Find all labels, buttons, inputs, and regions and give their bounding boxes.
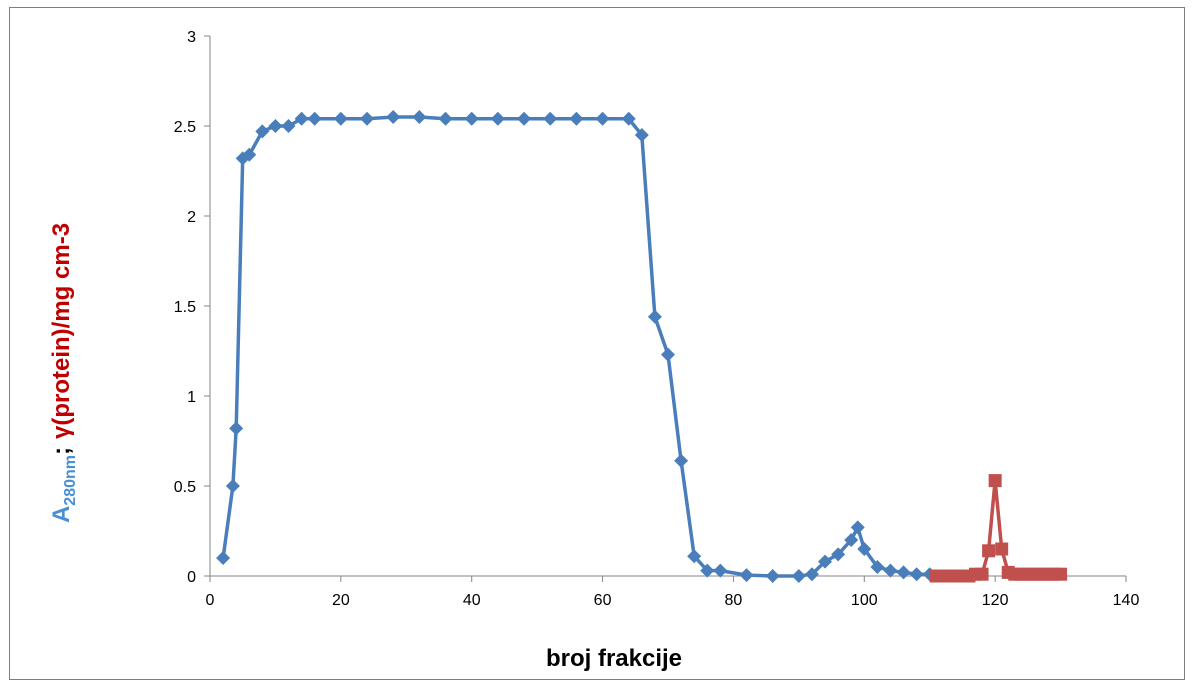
data-point (333, 111, 348, 126)
x-tick-label: 0 (206, 592, 215, 609)
data-point (909, 567, 924, 582)
data-point (739, 568, 754, 583)
data-point (995, 542, 1009, 556)
data-point (360, 111, 375, 126)
data-point (386, 110, 401, 124)
data-point (225, 479, 240, 493)
y-axis-title-absorbance-subscript: 280nm (62, 455, 79, 506)
svg-text:A280nm;γ(protein)/mg cm-3: A280nm; γ(protein)/mg cm-3 (48, 223, 79, 523)
data-point (818, 554, 833, 569)
y-axis-title: A280nm; γ(protein)/mg cm-3 (48, 223, 79, 523)
y-tick-label: 1.5 (174, 299, 196, 316)
series-line (221, 115, 930, 578)
data-point (713, 563, 728, 578)
data-point (804, 567, 819, 582)
x-tick-label: 80 (725, 592, 743, 609)
data-point (569, 111, 584, 126)
y-tick-label: 3 (187, 29, 196, 46)
data-point (850, 520, 865, 535)
series-1 (216, 110, 937, 583)
y-axis-title-absorbance: A (48, 506, 75, 523)
data-point (831, 547, 846, 562)
y-tick-label: 0.5 (174, 479, 196, 496)
x-tick-label: 60 (594, 592, 612, 609)
x-tick-label: 120 (982, 592, 1009, 609)
series-line (936, 478, 1061, 578)
x-tick-label: 40 (463, 592, 481, 609)
data-point (647, 309, 662, 324)
data-point (621, 111, 636, 126)
y-tick-label: 2.5 (174, 119, 196, 136)
data-point (661, 347, 675, 362)
y-tick-label: 0 (187, 569, 196, 586)
data-point (982, 544, 996, 558)
data-point (687, 549, 702, 564)
chart-svg: 0 0.5 1 1.5 2 2.5 3 0 20 40 60 80 100 120 140 broj fra… (48, 29, 1140, 672)
data-point (844, 533, 859, 547)
data-point (896, 565, 911, 580)
data-point (674, 453, 689, 468)
data-point (765, 569, 780, 583)
data-point (294, 111, 309, 126)
data-point (281, 119, 296, 133)
data-point (216, 551, 231, 565)
chart-area: 0 0.5 1 1.5 2 2.5 3 0 20 40 60 80 100 120 140 broj fra… (9, 7, 1185, 680)
y-tick-label: 2 (187, 209, 196, 226)
data-point (464, 111, 479, 126)
x-axis-title: broj frakcije (546, 645, 682, 672)
data-point (517, 111, 532, 126)
data-point (412, 110, 427, 124)
data-point (975, 567, 989, 581)
y-axis-title-concentration: γ(protein)/mg cm-3 (48, 223, 75, 439)
x-tick-label: 140 (1113, 592, 1140, 609)
x-tick-label: 20 (332, 592, 350, 609)
data-point (490, 111, 505, 126)
series-layer (216, 110, 1068, 583)
data-point (1054, 567, 1068, 581)
data-point (438, 111, 453, 126)
data-point (268, 119, 283, 133)
data-point (242, 147, 257, 162)
data-point (255, 124, 270, 139)
data-point (988, 474, 1002, 488)
y-axis-title-separator: ; (48, 447, 75, 455)
data-point (229, 421, 244, 436)
data-point (595, 111, 610, 126)
data-point (883, 563, 898, 578)
y-tick-label: 1 (187, 389, 196, 406)
data-point (543, 111, 558, 126)
series-2 (929, 474, 1068, 583)
x-tick-label: 100 (851, 592, 878, 609)
data-point (791, 569, 806, 583)
data-point (857, 542, 872, 556)
data-point (634, 128, 649, 142)
axes: 0 0.5 1 1.5 2 2.5 3 0 20 40 60 80 100 120 140 (174, 29, 1140, 609)
data-point (870, 560, 885, 574)
data-point (307, 111, 322, 126)
data-point (700, 563, 715, 578)
